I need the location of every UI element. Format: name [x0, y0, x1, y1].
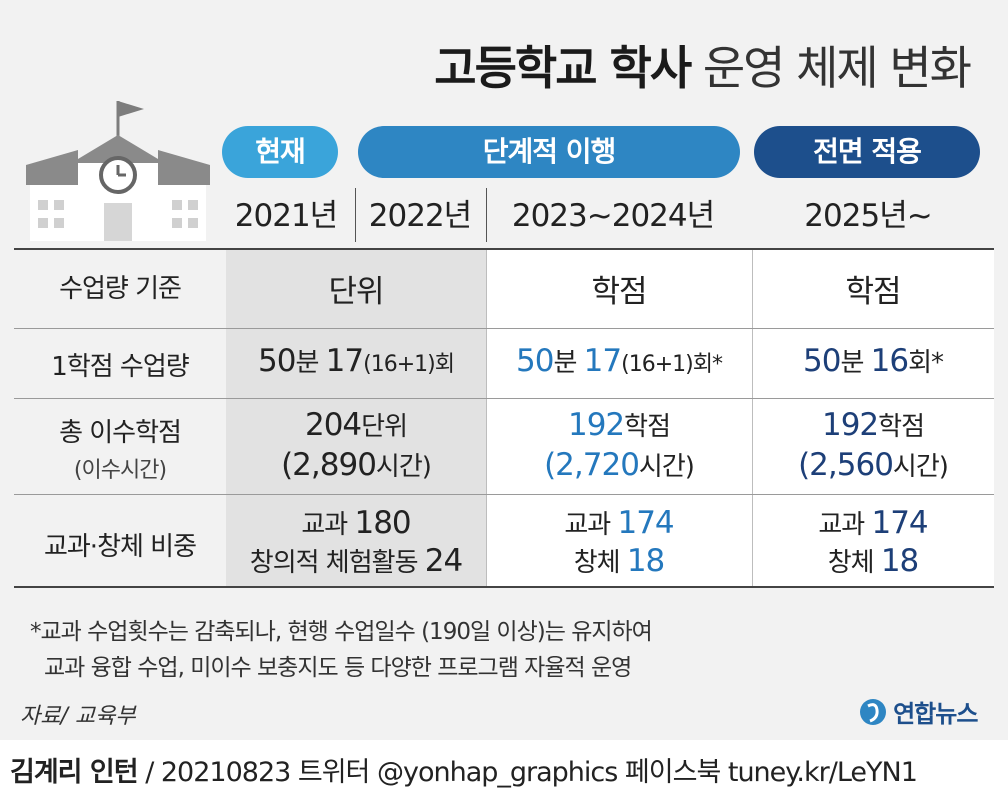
ratio-full-subject-label: 교과 — [818, 510, 872, 540]
total-phased-hours-unit: 시간) — [638, 452, 695, 482]
total-full-credits-value: 192 — [821, 407, 879, 443]
per-credit-phased-count: 17 — [583, 343, 622, 379]
column-divider — [486, 248, 487, 588]
ratio-phased-subject-value: 174 — [617, 505, 674, 541]
ratio-full-activity: 창체 18 — [752, 542, 994, 579]
brand-name: 연합뉴스 — [893, 700, 978, 728]
ratio-full-subject: 교과 174 — [752, 504, 994, 541]
ratio-phased-subject: 교과 174 — [486, 504, 752, 541]
ratio-current-subject: 교과 180 — [226, 504, 486, 541]
table-top-rule — [14, 248, 994, 250]
future-columns — [486, 248, 994, 588]
row-divider — [14, 494, 994, 495]
total-full-hours-value: (2,560 — [798, 447, 894, 483]
per-credit-full-count-unit: 회* — [908, 348, 944, 378]
column-divider — [752, 248, 753, 588]
total-full-credits-unit: 학점 — [878, 412, 925, 442]
ratio-current-subject-label: 교과 — [301, 510, 355, 540]
total-full-hours: (2,560시간) — [752, 446, 994, 483]
row-label-total: 총 이수학점 — [59, 418, 182, 448]
ratio-full-activity-value: 18 — [880, 543, 919, 579]
per-credit-full-count: 16 — [870, 343, 909, 379]
total-current-hours: (2,890시간) — [226, 446, 486, 483]
ratio-current-activity: 창의적 체험활동 24 — [226, 542, 486, 579]
comparison-table: 수업량 기준 단위 학점 학점 1학점 수업량 50분 17(16+1)회 50… — [14, 248, 994, 588]
title-bold: 고등학교 학사 — [434, 41, 692, 95]
per-credit-phased-count-unit: (16+1)회* — [621, 352, 723, 377]
total-full-credits: 192학점 — [752, 406, 994, 443]
row-divider — [14, 328, 994, 329]
phase-phased-badge: 단계적 이행 — [358, 126, 740, 178]
per-credit-full-minutes-unit: 분 — [840, 348, 871, 378]
per-credit-current: 50분 17(16+1)회 — [226, 342, 486, 379]
standard-full: 학점 — [845, 274, 901, 310]
total-phased-credits-value: 192 — [567, 407, 625, 443]
brand-logo: 연합뉴스 — [858, 694, 978, 730]
total-phased-hours-value: (2,720 — [544, 447, 640, 483]
total-current-credits-value: 204 — [304, 407, 362, 443]
year-separator — [486, 188, 487, 242]
per-credit-current-count-unit: (16+1)회 — [363, 352, 455, 377]
table-bottom-rule — [14, 586, 994, 588]
row-divider — [14, 398, 994, 399]
per-credit-current-minutes: 50 — [258, 343, 296, 379]
title-light: 운영 체제 변화 — [702, 41, 972, 95]
year-2023-2024: 2023~2024년 — [511, 198, 715, 234]
page-title: 고등학교 학사 운영 체제 변화 — [300, 38, 972, 98]
label-column — [14, 248, 226, 588]
total-phased-credits-unit: 학점 — [624, 412, 671, 442]
per-credit-phased-minutes-unit: 분 — [553, 348, 584, 378]
total-current-credits-unit: 단위 — [361, 412, 408, 442]
footnote-line-1: *교과 수업횟수는 감축되나, 현행 수업일수 (190일 이상)는 유지하여 — [30, 619, 653, 645]
total-full-hours-unit: 시간) — [892, 452, 949, 482]
total-current-credits: 204단위 — [226, 406, 486, 443]
ratio-phased-subject-label: 교과 — [564, 510, 618, 540]
per-credit-phased: 50분 17(16+1)회* — [486, 342, 752, 379]
standard-phased: 학점 — [591, 274, 647, 310]
total-phased-credits: 192학점 — [486, 406, 752, 443]
per-credit-phased-minutes: 50 — [516, 343, 554, 379]
year-2021: 2021년 — [234, 198, 338, 234]
row-sublabel-total: (이수시간) — [73, 458, 167, 483]
yonhap-logo-icon — [860, 698, 886, 725]
ratio-current-activity-value: 24 — [424, 543, 463, 579]
footnote-line-2: 교과 융합 수업, 미이수 보충지도 등 다양한 프로그램 자율적 운영 — [44, 655, 632, 681]
ratio-phased-activity-value: 18 — [626, 543, 665, 579]
current-column — [226, 248, 486, 588]
row-label-per-credit: 1학점 수업량 — [51, 352, 189, 382]
ratio-full-activity-label: 창체 — [827, 548, 881, 578]
year-separator — [355, 188, 356, 242]
phase-full-badge: 전면 적용 — [754, 126, 980, 178]
per-credit-current-minutes-unit: 분 — [295, 348, 326, 378]
row-label-standard: 수업량 기준 — [59, 274, 182, 304]
total-phased-hours: (2,720시간) — [486, 446, 752, 483]
total-current-hours-unit: 시간) — [375, 452, 432, 482]
source-credit: 자료/ 교육부 — [20, 704, 136, 729]
total-current-hours-value: (2,890 — [281, 447, 377, 483]
ratio-full-subject-value: 174 — [871, 505, 928, 541]
ratio-phased-activity-label: 창체 — [573, 548, 627, 578]
year-2025: 2025년~ — [804, 198, 932, 234]
ratio-current-activity-label: 창의적 체험활동 — [249, 548, 425, 578]
per-credit-full: 50분 16회* — [752, 342, 994, 379]
author-social: / 20210823 트위터 @yonhap_graphics 페이스북 tun… — [137, 757, 918, 788]
phase-current-badge: 현재 — [222, 126, 338, 178]
school-building-icon — [26, 101, 210, 241]
ratio-phased-activity: 창체 18 — [486, 542, 752, 579]
year-2022: 2022년 — [368, 198, 472, 234]
per-credit-full-minutes: 50 — [802, 343, 841, 379]
per-credit-current-count: 17 — [325, 343, 364, 379]
author-name: 김계리 인턴 — [10, 757, 139, 788]
standard-current: 단위 — [328, 274, 384, 310]
row-label-ratio: 교과·창체 비중 — [43, 532, 197, 562]
ratio-current-subject-value: 180 — [354, 505, 411, 541]
author-credit: 김계리 인턴 / 20210823 트위터 @yonhap_graphics 페… — [10, 750, 918, 789]
